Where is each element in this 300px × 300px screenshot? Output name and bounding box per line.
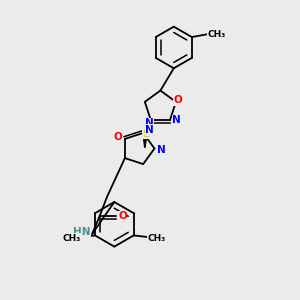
Text: N: N — [145, 118, 154, 128]
Text: CH₃: CH₃ — [207, 30, 226, 39]
Text: S: S — [142, 128, 150, 139]
Text: N: N — [145, 125, 154, 135]
Text: HN: HN — [73, 227, 91, 237]
Text: CH₃: CH₃ — [148, 234, 166, 243]
Text: O: O — [114, 132, 123, 142]
Text: O: O — [118, 211, 127, 221]
Text: N: N — [157, 145, 165, 155]
Text: O: O — [174, 95, 183, 105]
Text: CH₃: CH₃ — [63, 234, 81, 243]
Text: N: N — [172, 115, 181, 125]
